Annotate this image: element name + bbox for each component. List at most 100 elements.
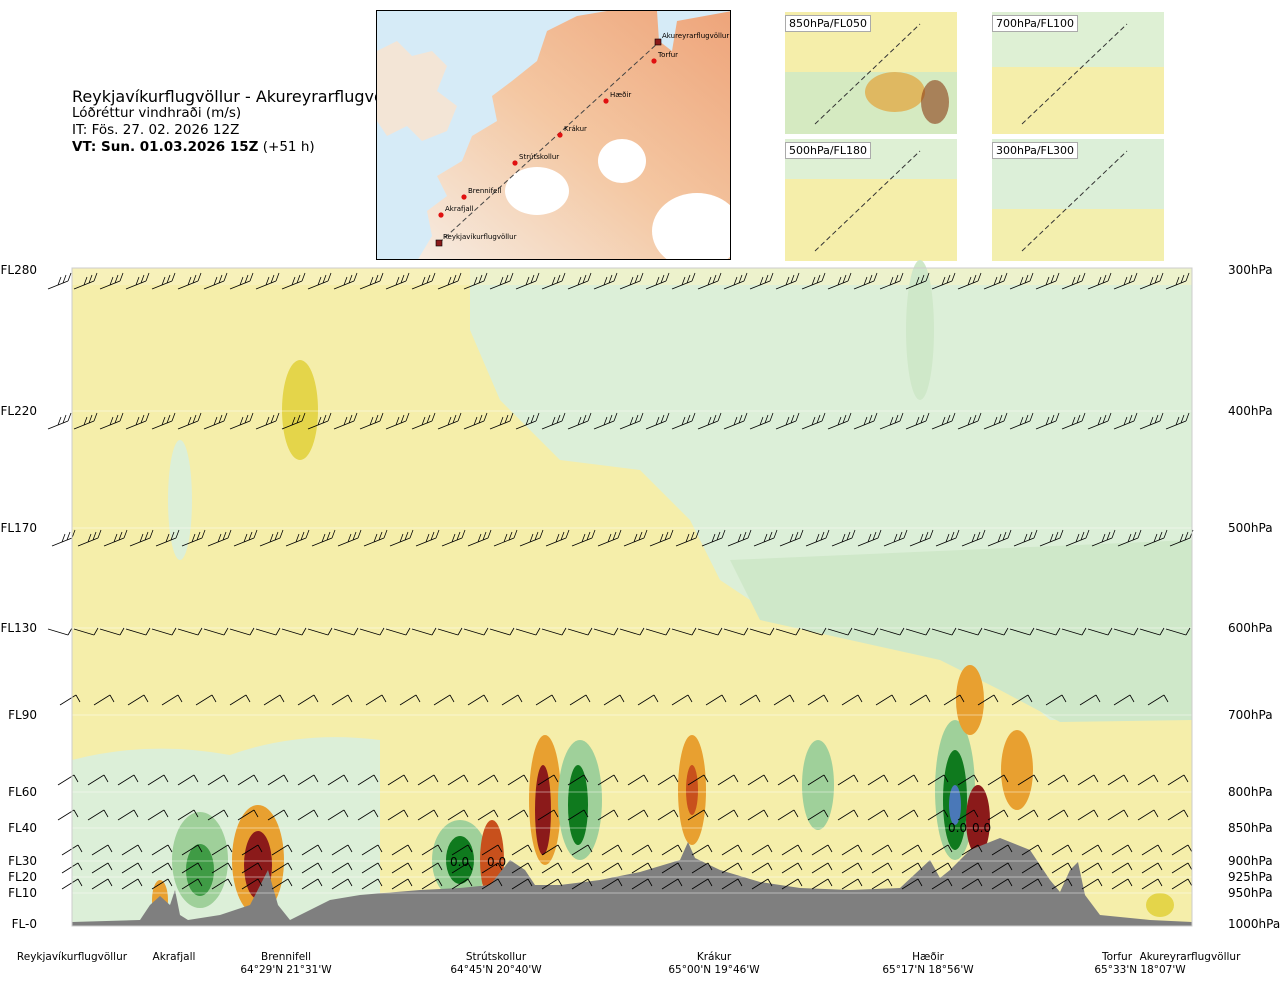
wind-barb bbox=[1009, 412, 1034, 430]
wind-barb bbox=[1021, 878, 1043, 890]
wind-barb bbox=[207, 809, 229, 821]
wind-barb bbox=[177, 412, 202, 430]
wind-barb bbox=[931, 412, 956, 430]
wind-barb bbox=[125, 272, 150, 290]
wind-barb bbox=[905, 627, 931, 636]
wind-barb bbox=[931, 878, 953, 890]
wind-barb bbox=[837, 809, 859, 821]
fl-tick-5: FL60 bbox=[8, 785, 37, 799]
mini-map-300: 300hPa/FL300 bbox=[992, 139, 1164, 261]
wind-barb bbox=[1061, 272, 1086, 290]
wind-barb bbox=[361, 878, 383, 890]
wind-barb bbox=[181, 878, 203, 890]
location-label-0: Reykjavíkurflugvöllur bbox=[17, 951, 128, 963]
wind-barb bbox=[91, 878, 113, 890]
wind-barb bbox=[781, 844, 803, 856]
wind-barb bbox=[467, 694, 489, 706]
map-point-1 bbox=[438, 212, 444, 218]
wind-barb bbox=[687, 774, 709, 786]
left-axis: FL280 FL220 FL170 FL130 FL90 FL60 FL40 FL30 FL20… bbox=[1, 263, 38, 931]
wind-barb bbox=[281, 627, 307, 636]
wind-barb bbox=[255, 272, 280, 290]
wind-barb bbox=[385, 627, 411, 636]
wind-barb bbox=[631, 844, 653, 856]
wind-barb bbox=[977, 694, 999, 706]
wind-barb bbox=[983, 272, 1008, 290]
wind-barb bbox=[657, 809, 679, 821]
wind-barb bbox=[151, 878, 173, 890]
wind-barb bbox=[1077, 809, 1099, 821]
wind-barb bbox=[721, 878, 743, 890]
wind-barb bbox=[331, 844, 353, 856]
wind-barb bbox=[623, 529, 648, 547]
wind-barb bbox=[181, 529, 206, 547]
fl-tick-9: FL10 bbox=[8, 886, 37, 900]
wind-barb bbox=[463, 412, 488, 430]
wind-barb bbox=[415, 529, 440, 547]
wind-barb bbox=[129, 529, 154, 547]
wind-barb bbox=[359, 627, 385, 636]
wind-barb bbox=[661, 862, 683, 874]
wind-barb bbox=[801, 627, 827, 636]
wind-barb bbox=[207, 774, 229, 786]
pressure-tick-0: 300hPa bbox=[1228, 263, 1273, 277]
wind-barb bbox=[237, 774, 259, 786]
wind-barb bbox=[775, 272, 800, 290]
right-axis: 300hPa 400hPa 500hPa 600hPa 700hPa 800hPa 850h… bbox=[1228, 263, 1280, 931]
wind-barb bbox=[391, 878, 413, 890]
wind-barb bbox=[1087, 412, 1112, 430]
wind-barb bbox=[931, 272, 956, 290]
wind-barb bbox=[687, 809, 709, 821]
wind-barb bbox=[57, 774, 79, 786]
wind-barb bbox=[147, 809, 169, 821]
wind-barb bbox=[597, 809, 619, 821]
wind-barb bbox=[331, 878, 353, 890]
wind-barb bbox=[77, 529, 102, 547]
wind-barb bbox=[645, 412, 670, 430]
wind-barb bbox=[117, 774, 139, 786]
title-block: Reykjavíkurflugvöllur - Akureyrarflugvöl… bbox=[72, 88, 409, 156]
wind-barb bbox=[99, 272, 124, 290]
pressure-tick-2: 500hPa bbox=[1228, 521, 1273, 535]
wind-barb bbox=[811, 862, 833, 874]
wind-barb bbox=[147, 774, 169, 786]
wind-barb bbox=[1113, 412, 1138, 430]
wind-barb bbox=[481, 862, 503, 874]
wind-barb bbox=[297, 774, 319, 786]
wind-barb bbox=[1141, 878, 1163, 890]
wind-barb bbox=[327, 774, 349, 786]
wind-barb bbox=[927, 774, 949, 786]
wind-barb bbox=[931, 862, 953, 874]
wind-barb bbox=[991, 862, 1013, 874]
wind-barb bbox=[541, 878, 563, 890]
wind-barb bbox=[1171, 844, 1193, 856]
wind-barb bbox=[827, 627, 853, 636]
wind-barb bbox=[421, 878, 443, 890]
bottom-axis: Reykjavíkurflugvöllur Akrafjall Brennifell… bbox=[17, 951, 1241, 976]
wind-barb bbox=[619, 412, 644, 430]
map-airport-7 bbox=[654, 38, 662, 46]
wind-barb bbox=[399, 694, 421, 706]
wind-barb bbox=[411, 627, 437, 636]
wind-barb bbox=[593, 272, 618, 290]
wind-barb bbox=[211, 878, 233, 890]
wind-barb bbox=[749, 627, 775, 636]
wind-barb bbox=[871, 862, 893, 874]
pressure-tick-3: 600hPa bbox=[1228, 621, 1273, 635]
wind-barb bbox=[753, 529, 778, 547]
wind-barb bbox=[883, 529, 908, 547]
wind-barb bbox=[671, 694, 693, 706]
wind-barb bbox=[567, 272, 592, 290]
wind-barb bbox=[515, 412, 540, 430]
fl-tick-0: FL280 bbox=[1, 263, 38, 277]
wind-barb bbox=[333, 272, 358, 290]
wind-barb bbox=[811, 878, 833, 890]
wind-barb bbox=[271, 862, 293, 874]
wind-barb bbox=[333, 627, 359, 636]
wind-barb bbox=[901, 878, 923, 890]
wind-barb bbox=[1111, 878, 1133, 890]
pressure-tick-6: 850hPa bbox=[1228, 821, 1273, 835]
wind-barb bbox=[417, 809, 439, 821]
wind-barb bbox=[807, 809, 829, 821]
wind-barb bbox=[481, 878, 503, 890]
